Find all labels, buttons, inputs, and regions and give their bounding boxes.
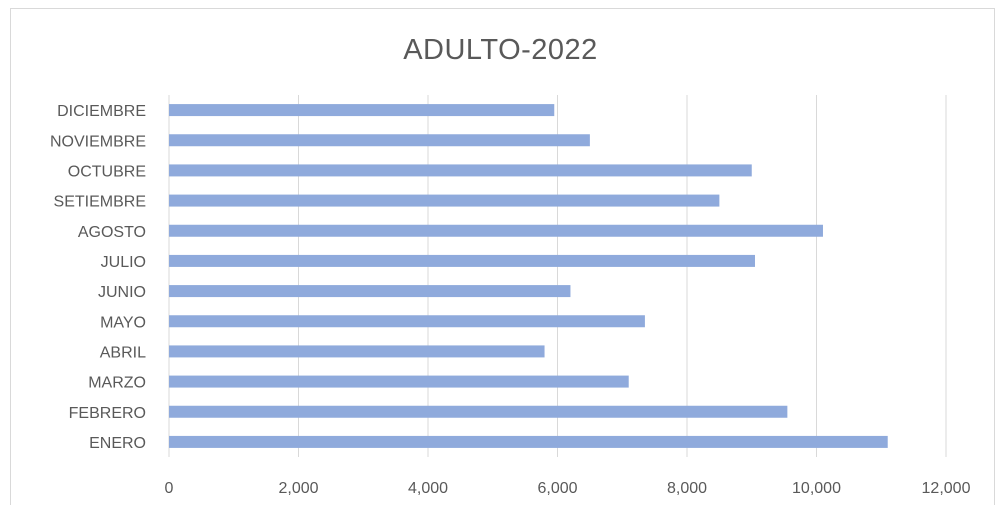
x-tick-label: 4,000	[408, 480, 448, 497]
bar-diciembre	[169, 104, 555, 117]
bar-mayo	[169, 315, 645, 328]
chart-title: ADULTO-2022	[403, 34, 598, 66]
x-tick-label: 10,000	[792, 480, 841, 497]
x-tick-label: 6,000	[537, 480, 577, 497]
category-label: DICIEMBRE	[57, 103, 146, 120]
x-tick-label: 0	[165, 480, 174, 497]
category-label: OCTUBRE	[68, 163, 146, 180]
bar-agosto	[169, 224, 823, 237]
x-tick-label: 12,000	[922, 480, 971, 497]
bar-enero	[169, 435, 888, 448]
gridlines	[168, 95, 947, 457]
x-tick-label: 2,000	[278, 480, 318, 497]
x-tick-label: 8,000	[667, 480, 707, 497]
bar-marzo	[169, 375, 629, 388]
category-label: JUNIO	[98, 284, 146, 301]
x-tick-labels: 0 2,000 4,000 6,000 8,000 10,000 12,000	[165, 480, 971, 497]
bar-abril	[169, 345, 545, 358]
category-label: JULIO	[101, 254, 146, 271]
category-label: FEBRERO	[69, 405, 146, 422]
category-label: ABRIL	[100, 344, 146, 361]
category-label: SETIEMBRE	[54, 194, 146, 211]
category-label: AGOSTO	[78, 224, 146, 241]
category-label: MAYO	[100, 314, 146, 331]
bar-junio	[169, 285, 571, 298]
bar-noviembre	[169, 134, 590, 147]
bar-octubre	[169, 164, 752, 177]
category-labels: ENERO FEBRERO MARZO ABRIL MAYO JUNIO JULIO AGOS…	[50, 103, 146, 452]
category-label: ENERO	[89, 435, 146, 452]
bar-julio	[169, 254, 755, 267]
category-label: MARZO	[88, 375, 146, 392]
bar-febrero	[169, 405, 788, 418]
category-label: NOVIEMBRE	[50, 133, 146, 150]
bars	[169, 104, 888, 448]
bar-setiembre	[169, 194, 720, 207]
